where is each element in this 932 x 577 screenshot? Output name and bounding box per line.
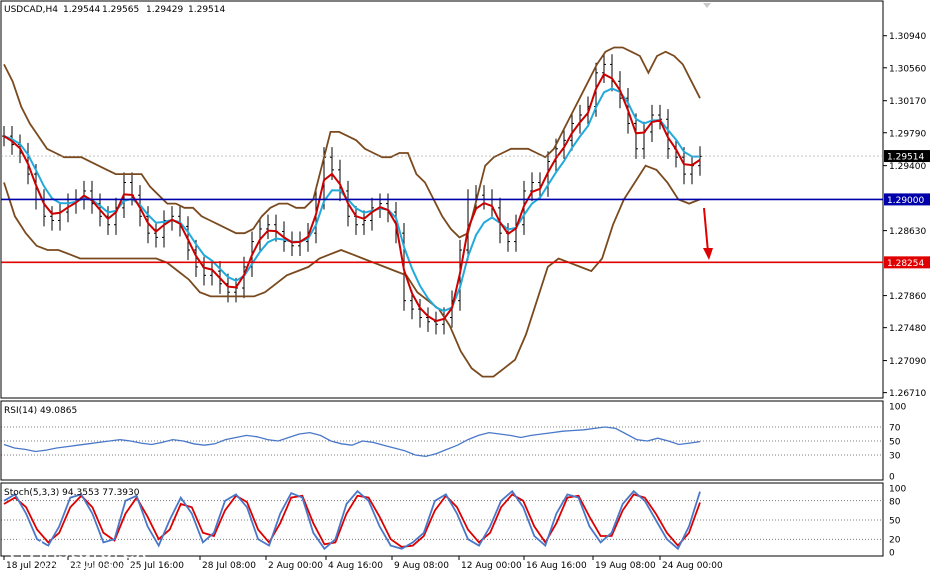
price-tick-label: 1.30940 (889, 32, 926, 42)
time-tick-label: 9 Aug 08:00 (394, 561, 449, 571)
time-tick-label: 19 Aug 08:00 (595, 561, 656, 571)
time-tick-label: 12 Aug 00:00 (461, 561, 522, 571)
high-value: 1.29565 (102, 5, 139, 15)
low-value: 1.29429 (146, 5, 183, 15)
moving-average-slow (3, 87, 701, 313)
stoch-tick-label: 100 (889, 485, 906, 495)
stoch-signal-line (3, 493, 701, 548)
current-price-label: 1.29514 (887, 153, 924, 163)
price-tick-label: 1.27090 (889, 357, 926, 367)
scroll-marker-icon[interactable] (703, 3, 711, 8)
time-tick-label: 2 Aug 00:00 (268, 561, 323, 571)
level-tag-1 (884, 256, 930, 269)
price-tick-label: 1.29400 (889, 162, 926, 172)
watermark: instaforex Instant Forex Trading (9, 538, 148, 574)
rsi-plot: 100 70 50 30 0 (1, 403, 906, 483)
rsi-tick-label: 30 (889, 452, 901, 462)
level-tag-0 (884, 193, 930, 206)
watermark-brand: instaforex (38, 539, 148, 564)
open-value: 1.29544 (63, 5, 100, 15)
stoch-tick-label: 80 (889, 497, 901, 507)
stoch-tick-label: 0 (889, 549, 895, 559)
instaforex-logo-icon (9, 538, 35, 564)
time-tick-label: 16 Aug 16:00 (526, 561, 587, 571)
time-tick-label: 4 Aug 16:00 (328, 561, 383, 571)
level-tag-label-0: 1.29000 (887, 196, 924, 206)
symbol-label: USDCAD,H4 (4, 5, 58, 15)
price-tick-label: 1.27480 (889, 324, 926, 334)
rsi-tick-label: 50 (889, 438, 901, 448)
time-tick-label: 18 Jul 2022 (6, 561, 57, 571)
rsi-tick-label: 0 (889, 473, 895, 483)
forecast-arrow-icon (703, 207, 713, 260)
price-tick-label: 1.29790 (889, 129, 926, 139)
time-tick-label: 25 Jul 16:00 (130, 561, 184, 571)
bollinger-upper (3, 46, 701, 239)
rsi-title: RSI(14) 49.0865 (4, 406, 77, 416)
price-tick-label: 1.28630 (889, 227, 926, 237)
current-price-tag (884, 150, 930, 163)
price-tick-label: 1.27860 (889, 292, 926, 302)
stoch-tick-label: 50 (889, 517, 901, 527)
time-tick-label: 28 Jul 08:00 (202, 561, 256, 571)
price-tick-label: 1.30170 (889, 97, 926, 107)
stoch-tick-label: 20 (889, 536, 901, 546)
price-plot: 1.29000 1.28254 1.29514 (1, 46, 930, 378)
moving-average-fast (3, 72, 701, 323)
time-tick-label: 22 Jul 08:00 (70, 561, 124, 571)
stoch-main-line (3, 489, 701, 551)
axes: 1.30940 1.30560 1.30170 1.29790 1.29400 1.286… (3, 32, 926, 571)
watermark-tagline: Instant Forex Trading (40, 563, 140, 574)
stoch-plot: 100 80 50 20 0 (1, 485, 906, 559)
price-tick-label: 1.30560 (889, 64, 926, 74)
rsi-tick-label: 100 (889, 403, 906, 413)
rsi-panel[interactable] (0, 400, 884, 481)
close-value: 1.29514 (188, 5, 225, 15)
stoch-title: Stoch(5,3,3) 94.3553 77.3930 (4, 488, 140, 498)
level-tag-label-1: 1.28254 (887, 259, 924, 269)
rsi-line (3, 426, 701, 458)
price-tick-label: 1.26710 (889, 389, 926, 399)
rsi-tick-label: 70 (889, 424, 901, 434)
time-tick-label: 24 Aug 00:00 (662, 561, 723, 571)
bollinger-lower (3, 164, 701, 378)
